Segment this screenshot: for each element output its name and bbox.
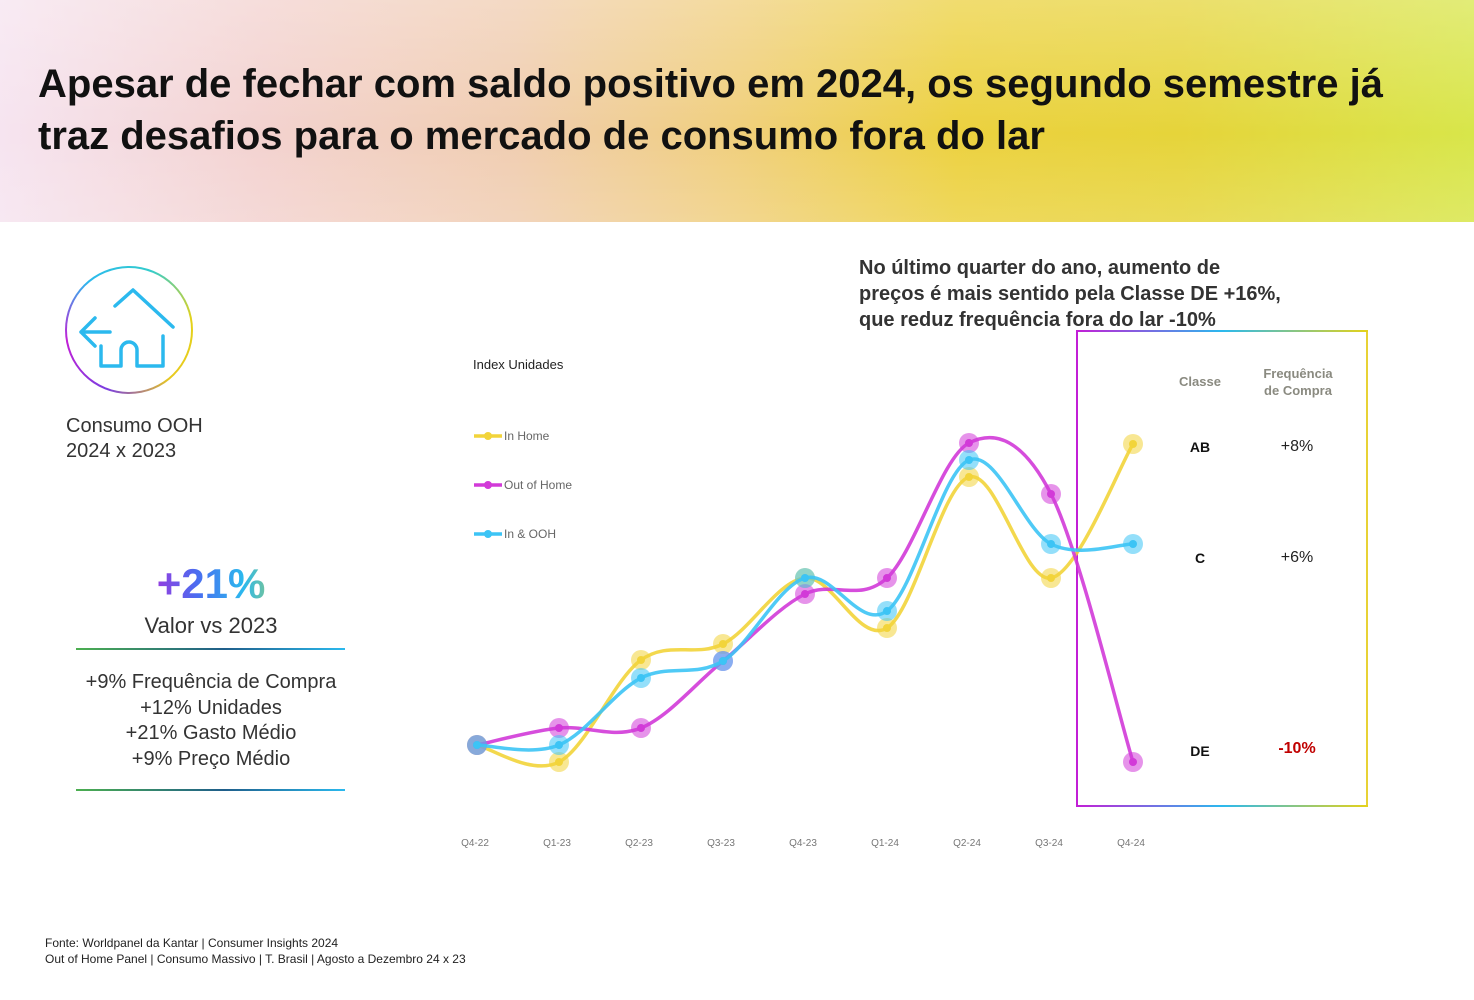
- x-tick-label: Q1-23: [543, 838, 571, 849]
- x-tick-label: Q2-24: [953, 838, 981, 849]
- data-point: [965, 456, 973, 464]
- header-freq-line: de Compra: [1264, 383, 1332, 398]
- data-point: [883, 574, 891, 582]
- class-de: DE: [1190, 743, 1210, 759]
- data-point: [1129, 440, 1137, 448]
- data-point: [555, 758, 563, 766]
- class-c: C: [1194, 550, 1206, 566]
- data-point: [1047, 574, 1055, 582]
- stats-list: +9% Frequência de Compra +12% Unidades +…: [76, 670, 346, 772]
- legend-label: In & OOH: [504, 527, 556, 541]
- data-point: [719, 657, 727, 665]
- source-line: Fonte: Worldpanel da Kantar | Consumer I…: [45, 936, 339, 950]
- data-point: [883, 624, 891, 632]
- data-point: [637, 674, 645, 682]
- data-point: [801, 574, 809, 582]
- data-point: [637, 656, 645, 664]
- legend-marker: [484, 481, 492, 489]
- header-banner: [0, 0, 1474, 222]
- big-caption: Valor vs 2023: [144, 613, 278, 638]
- freq-de: -10%: [1278, 740, 1316, 757]
- data-point: [1047, 540, 1055, 548]
- header-frequencia: Frequência de Compra: [1248, 365, 1348, 399]
- header-freq-line: Frequência: [1263, 366, 1333, 381]
- series-line-0: [476, 443, 1135, 768]
- x-tick-label: Q1-24: [871, 838, 899, 849]
- consumo-label: Consumo OOH: [66, 415, 203, 437]
- note-line: preços é mais sentido pela Classe DE +16…: [859, 283, 1281, 305]
- insight-note: No último quarter do ano, aumento de pre…: [859, 255, 1281, 333]
- legend-marker: [484, 432, 492, 440]
- data-point: [637, 724, 645, 732]
- legend-marker: [484, 530, 492, 538]
- x-tick-label: Q2-23: [625, 838, 653, 849]
- data-point: [1129, 758, 1137, 766]
- line-chart: Q4-22 Q1-23 Q2-23 Q3-23 Q4-23 Q1-24 Q2-24 Q3-24…: [461, 429, 1145, 849]
- data-point: [1047, 490, 1055, 498]
- divider: [76, 789, 345, 791]
- x-tick-label: Q4-22: [461, 838, 489, 849]
- note-line: No último quarter do ano, aumento de: [859, 257, 1221, 279]
- freq-ab: +8%: [1280, 438, 1314, 455]
- x-tick-label: Q3-24: [1035, 838, 1063, 849]
- icon-ring: [65, 266, 193, 394]
- data-point: [965, 439, 973, 447]
- note-line: que reduz frequência fora do lar -10%: [859, 309, 1216, 331]
- source-footer: Fonte: Worldpanel da Kantar | Consumer I…: [45, 935, 466, 967]
- legend-label: Out of Home: [504, 478, 572, 492]
- data-point: [719, 640, 727, 648]
- freq-c: +6%: [1280, 549, 1314, 566]
- class-ab: AB: [1189, 439, 1211, 455]
- data-point: [801, 590, 809, 598]
- x-tick-label: Q3-23: [707, 838, 735, 849]
- stat-item: +21% Gasto Médio: [125, 722, 297, 744]
- page-title: Apesar de fechar com saldo positivo em 2…: [38, 62, 1383, 158]
- big-value: +21%: [76, 560, 346, 608]
- house-arrow-left-icon: [79, 288, 175, 368]
- period-label: 2024 x 2023: [66, 440, 177, 462]
- stat-item: +9% Preço Médio: [131, 747, 291, 770]
- y-axis-label: Index Unidades: [473, 357, 564, 372]
- legend-label: In Home: [504, 429, 550, 443]
- data-point: [555, 724, 563, 732]
- x-tick-label: Q4-24: [1117, 838, 1145, 849]
- source-line: Out of Home Panel | Consumo Massivo | T.…: [45, 952, 466, 966]
- series-line-2: [476, 457, 1134, 752]
- data-point: [965, 473, 973, 481]
- stat-item: +12% Unidades: [140, 696, 282, 719]
- data-point: [883, 607, 891, 615]
- stat-item: +9% Frequência de Compra: [85, 671, 337, 693]
- header-classe: Classe: [1179, 374, 1221, 389]
- x-tick-label: Q4-23: [789, 838, 817, 849]
- data-point: [555, 741, 563, 749]
- divider: [76, 648, 345, 650]
- data-point: [473, 741, 481, 749]
- data-point: [1129, 540, 1137, 548]
